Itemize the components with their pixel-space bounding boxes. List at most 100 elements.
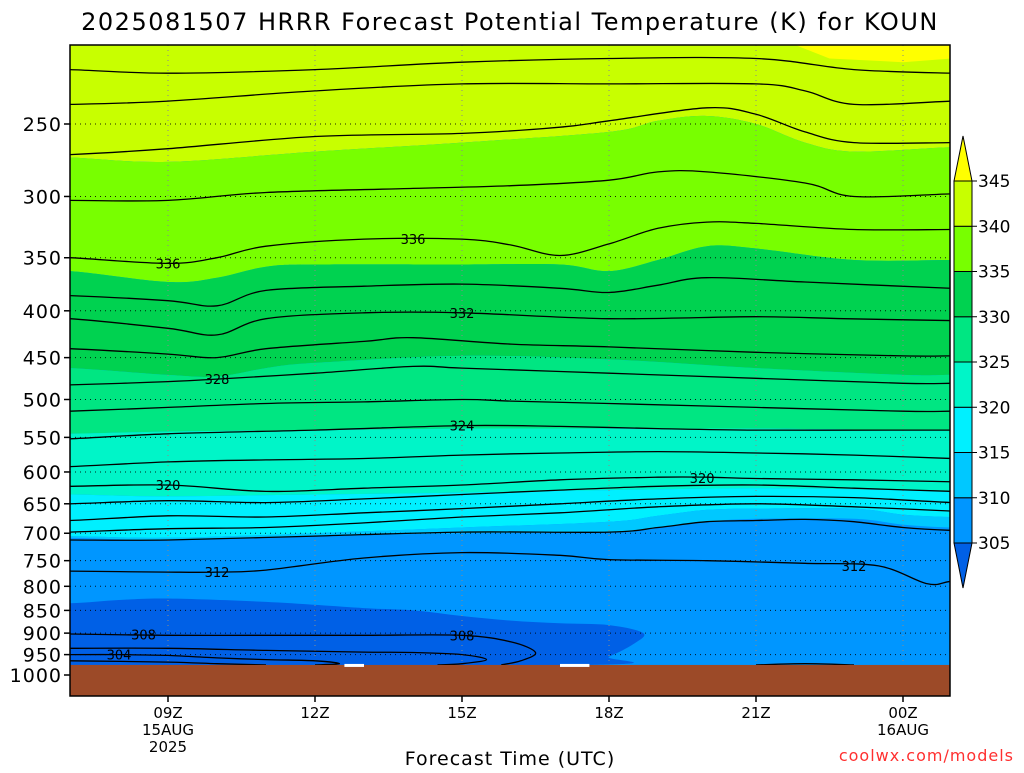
contour-line-4 bbox=[70, 221, 950, 265]
contour-line-21 bbox=[70, 633, 537, 666]
contour-line-1 bbox=[70, 82, 950, 106]
band-above-345 bbox=[795, 45, 950, 63]
y-tick-label-600: 600 bbox=[23, 462, 62, 484]
x-tick-label-18Z: 18Z bbox=[594, 704, 623, 722]
contour-line-11 bbox=[70, 424, 950, 440]
colorbar-swatch-330 bbox=[953, 271, 973, 318]
contour-line-7 bbox=[70, 311, 950, 336]
y-tick-label-700: 700 bbox=[23, 523, 62, 545]
y-tick-label-800: 800 bbox=[23, 576, 62, 598]
colorbar-label-320: 320 bbox=[978, 398, 1010, 418]
contour-line-27 bbox=[755, 663, 855, 666]
plot-area: 336 336 332 328 324 320 320 312 312 308 308 304 bbox=[70, 45, 950, 696]
terrain-below-surface bbox=[70, 664, 950, 696]
contour-line-6 bbox=[70, 276, 950, 307]
fill-band-1 bbox=[70, 115, 950, 283]
contour-label-text: 320 bbox=[156, 479, 181, 494]
contour-label-text: 320 bbox=[690, 472, 715, 487]
contour-line-19 bbox=[70, 551, 950, 586]
contour-label-text: 304 bbox=[107, 649, 132, 664]
contour-label-text: 324 bbox=[450, 420, 475, 435]
surface-gap-0 bbox=[344, 663, 364, 667]
contour-label-text: 336 bbox=[401, 233, 426, 248]
fill-band-0 bbox=[70, 45, 950, 163]
contour-label-324: 324 bbox=[450, 420, 475, 435]
contour-line-10 bbox=[70, 398, 950, 413]
colorbar-label-305: 305 bbox=[978, 534, 1010, 554]
colorbar-label-340: 340 bbox=[978, 217, 1010, 237]
fill-band-4 bbox=[70, 428, 950, 497]
contour-line-24 bbox=[70, 647, 488, 666]
colorbar-swatch-335 bbox=[953, 225, 973, 272]
y-tick-label-950: 950 bbox=[23, 645, 62, 667]
colorbar-label-325: 325 bbox=[978, 353, 1010, 373]
y-tick-label-400: 400 bbox=[23, 301, 62, 323]
chart-title: 2025081507 HRRR Forecast Potential Tempe… bbox=[81, 8, 939, 36]
contour-line-9 bbox=[70, 365, 950, 386]
contour-line-8 bbox=[70, 336, 950, 359]
colorbar-swatch-315 bbox=[953, 406, 973, 453]
colorbar-label-335: 335 bbox=[978, 263, 1010, 283]
contour-label-text: 328 bbox=[205, 373, 230, 388]
contour-line-3 bbox=[70, 170, 950, 202]
axes: 2503003504004505005506006507007508008509… bbox=[10, 44, 951, 756]
colorbar-swatch-320 bbox=[953, 361, 973, 408]
contour-label-328: 328 bbox=[205, 373, 230, 388]
contour-line-13 bbox=[70, 476, 950, 493]
contour-line-17 bbox=[70, 503, 950, 533]
contour-line-2 bbox=[70, 106, 950, 156]
contour-label-332: 332 bbox=[450, 307, 475, 322]
x-tick-sublabel-date: 16AUG bbox=[877, 721, 929, 739]
contour-label-text: 308 bbox=[131, 628, 156, 643]
x-tick-label-12Z: 12Z bbox=[300, 704, 329, 722]
x-tick-label-00Z: 00Z bbox=[888, 704, 917, 722]
y-tick-label-850: 850 bbox=[23, 600, 62, 622]
fill-band-6 bbox=[70, 508, 950, 541]
colorbar-swatch-310 bbox=[953, 452, 973, 499]
y-tick-label-550: 550 bbox=[23, 427, 62, 449]
contour-label-304: 304 bbox=[107, 649, 132, 664]
x-tick-label-09Z: 09Z bbox=[153, 704, 182, 722]
x-tick-sublabel-date: 15AUG bbox=[142, 721, 194, 739]
x-tick-label-21Z: 21Z bbox=[741, 704, 770, 722]
contour-label-336: 336 bbox=[156, 257, 181, 272]
y-tick-label-300: 300 bbox=[23, 186, 62, 208]
x-tick-label-15Z: 15Z bbox=[447, 704, 476, 722]
contour-label-320: 320 bbox=[156, 479, 181, 494]
contour-line-12 bbox=[70, 450, 950, 468]
colorbar-swatch-305 bbox=[953, 497, 973, 544]
y-tick-label-1000: 1000 bbox=[10, 665, 62, 687]
colorbar-extend-high bbox=[953, 135, 973, 182]
contour-label-text: 332 bbox=[450, 307, 475, 322]
x-axis-label: Forecast Time (UTC) bbox=[405, 748, 615, 768]
fill-band-5 bbox=[70, 488, 950, 538]
y-tick-label-900: 900 bbox=[23, 623, 62, 645]
contour-label-text: 312 bbox=[842, 560, 867, 575]
contour-line-26 bbox=[70, 660, 267, 666]
contour-label-308: 308 bbox=[131, 628, 156, 643]
colorbar-label-310: 310 bbox=[978, 489, 1010, 509]
surface-gap-1 bbox=[560, 663, 590, 667]
x-tick-sublabel-year: 2025 bbox=[149, 738, 187, 756]
contour-label-312: 312 bbox=[205, 566, 230, 581]
y-tick-label-250: 250 bbox=[23, 114, 62, 136]
contour-label-336: 336 bbox=[401, 233, 426, 248]
colorbar: 305 310 315 320 325 330 335 340 345 bbox=[953, 135, 1010, 589]
y-tick-label-650: 650 bbox=[23, 494, 62, 516]
y-tick-label-750: 750 bbox=[23, 551, 62, 573]
credit-text: coolwx.com/models bbox=[839, 746, 1014, 765]
contour-label-312: 312 bbox=[842, 560, 867, 575]
contour-label-308: 308 bbox=[450, 629, 475, 644]
colorbar-swatch-340 bbox=[953, 180, 973, 227]
colorbar-label-330: 330 bbox=[978, 308, 1010, 328]
contour-line-16 bbox=[70, 495, 950, 522]
contour-label-text: 308 bbox=[450, 629, 475, 644]
y-tick-label-500: 500 bbox=[23, 390, 62, 412]
contour-line-18 bbox=[70, 518, 950, 541]
plot-frame bbox=[69, 44, 951, 697]
colorbar-label-315: 315 bbox=[978, 444, 1010, 464]
contour-line-0 bbox=[70, 56, 950, 74]
y-tick-label-450: 450 bbox=[23, 348, 62, 370]
y-tick-label-350: 350 bbox=[23, 248, 62, 270]
